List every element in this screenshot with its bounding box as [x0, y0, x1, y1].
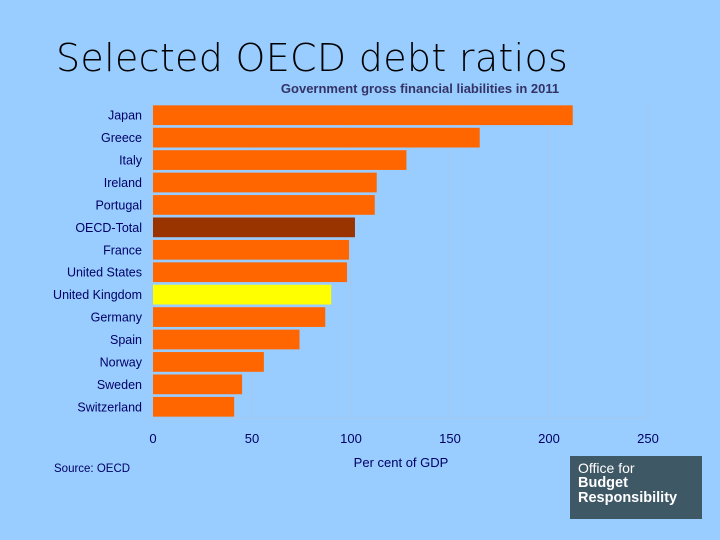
bar-ireland	[153, 172, 377, 193]
chart-title: Government gross financial liabilities i…	[281, 81, 559, 96]
category-labels: Japan Greece Italy Ireland Portugal OECD-Tota…	[53, 109, 143, 415]
logo-line-3: Responsibility	[578, 490, 678, 506]
category-label-ireland: Ireland	[104, 176, 142, 190]
category-label-portugal: Portugal	[95, 198, 142, 212]
bar-portugal	[153, 195, 375, 215]
x-tick-0: 0	[149, 431, 156, 446]
category-label-oecd-total: OECD-Total	[75, 221, 142, 235]
category-label-united-kingdom: United Kingdom	[53, 288, 142, 302]
category-label-italy: Italy	[119, 154, 143, 168]
category-label-norway: Norway	[100, 355, 143, 369]
x-tick-200: 200	[538, 431, 560, 446]
bar-switzerland	[153, 396, 235, 417]
bar-united-kingdom	[153, 284, 332, 305]
bar-oecd-total	[153, 217, 355, 238]
category-label-japan: Japan	[108, 109, 142, 123]
bar-greece	[153, 127, 480, 148]
slide-title: Selected OECD debt ratios	[56, 36, 569, 80]
bar-italy	[153, 150, 407, 170]
category-label-united-states: United States	[67, 266, 142, 280]
category-label-france: France	[103, 243, 142, 257]
x-tick-100: 100	[340, 431, 362, 446]
logo-line-2: Budget	[578, 475, 628, 491]
bar-sweden	[153, 374, 243, 395]
source-note: Source: OECD	[54, 463, 131, 475]
bar-japan	[153, 105, 573, 126]
logo-line-1: Office for	[578, 460, 635, 476]
category-label-germany: Germany	[91, 311, 143, 325]
x-axis-label: Per cent of GDP	[354, 455, 449, 470]
obr-logo: Office for Budget Responsibility	[570, 456, 702, 519]
x-tick-250: 250	[637, 431, 659, 446]
category-label-greece: Greece	[101, 131, 142, 145]
bar-france	[153, 239, 350, 260]
bar-norway	[153, 352, 264, 372]
category-label-switzerland: Switzerland	[77, 400, 142, 414]
bar-germany	[153, 307, 326, 327]
category-label-spain: Spain	[110, 333, 142, 347]
bars	[153, 105, 573, 417]
x-tick-labels: 0 50 100 150 200 250	[149, 431, 658, 446]
bar-spain	[153, 329, 300, 350]
category-label-sweden: Sweden	[97, 378, 142, 392]
bar-united-states	[153, 262, 348, 283]
x-tick-50: 50	[245, 431, 259, 446]
x-tick-150: 150	[439, 431, 461, 446]
